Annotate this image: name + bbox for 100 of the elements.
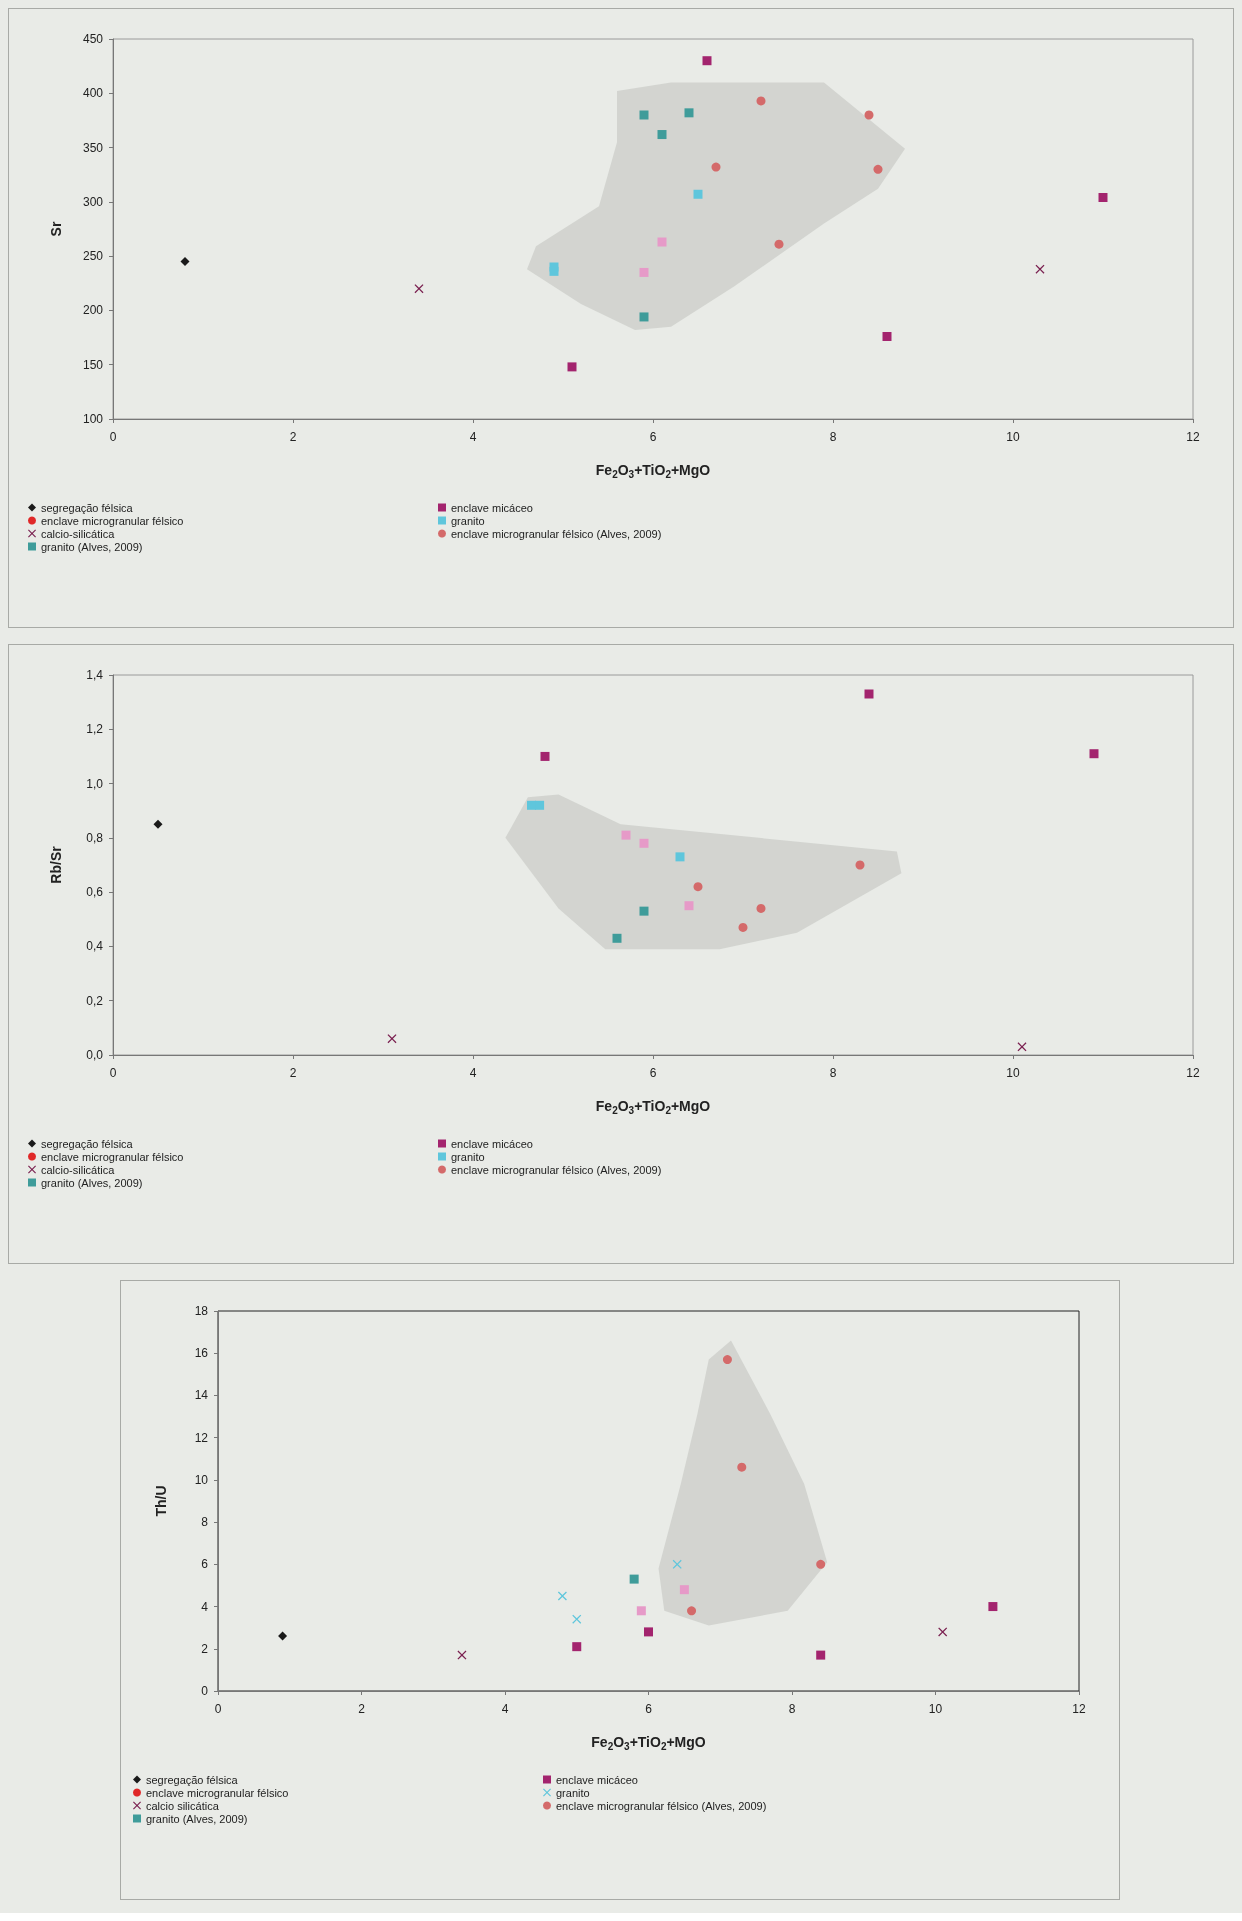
point	[1017, 1042, 1027, 1052]
x-tick-label: 2	[358, 1702, 366, 1716]
point	[693, 189, 703, 199]
point	[873, 164, 883, 174]
point	[549, 266, 559, 276]
point	[657, 237, 667, 247]
x-tick-label: 4	[469, 430, 477, 444]
point	[1035, 264, 1045, 274]
y-tick-label: 1,4	[86, 668, 104, 682]
y-tick-label: 1,2	[86, 722, 104, 737]
y-tick-label: 200	[82, 303, 104, 318]
point	[855, 860, 865, 870]
point	[722, 1355, 732, 1365]
x-tick-label: 2	[289, 1066, 297, 1080]
y-tick-label: 10	[194, 1472, 209, 1487]
legend-label: enclave micáceo	[451, 501, 533, 514]
point	[816, 1650, 826, 1660]
point	[737, 1462, 747, 1472]
x-tick-label: 8	[829, 1066, 837, 1080]
point	[540, 751, 550, 761]
point	[387, 1034, 397, 1044]
point	[988, 1602, 998, 1612]
y-tick-label: 400	[82, 86, 104, 101]
x-tick-label: 12	[1072, 1702, 1086, 1716]
x-tick-label: 8	[788, 1702, 796, 1716]
legend-label: enclave microgranular félsico (Alves, 2009)	[556, 1799, 767, 1812]
point	[644, 1627, 653, 1637]
x-tick-label: 6	[649, 430, 657, 444]
point	[816, 1559, 826, 1569]
y-tick-label: 1,0	[86, 776, 104, 791]
point	[639, 906, 649, 916]
point	[738, 922, 748, 932]
x-tick-label: 0	[109, 1066, 117, 1080]
x-tick-label: 4	[501, 1702, 509, 1716]
point	[675, 852, 685, 862]
point	[572, 1642, 582, 1652]
point	[636, 1606, 646, 1616]
y-tick-label: 300	[82, 194, 104, 209]
point	[684, 901, 694, 911]
legend-label: granito (Alves, 2009)	[41, 540, 143, 553]
y-tick-label: 450	[82, 32, 104, 46]
y-tick-label: 14	[194, 1388, 209, 1403]
y-tick-label: 6	[201, 1557, 209, 1572]
point	[864, 110, 874, 120]
y-tick-label: 350	[82, 140, 104, 155]
legend-label: enclave microgranular félsico (Alves, 2009)	[451, 527, 662, 540]
point	[864, 689, 874, 699]
point	[711, 162, 721, 172]
point	[1098, 193, 1108, 203]
x-tick-label: 8	[829, 430, 837, 444]
y-tick-label: 0,4	[86, 939, 104, 954]
y-tick-label: 0,0	[86, 1048, 104, 1062]
legend-label: granito (Alves, 2009)	[41, 1176, 143, 1189]
y-tick-label: 4	[201, 1599, 209, 1614]
x-tick-label: 6	[649, 1066, 657, 1080]
legend-label: enclave microgranular félsico	[146, 1786, 289, 1799]
y-tick-label: 2	[201, 1641, 209, 1656]
y-tick-label: 16	[194, 1346, 209, 1361]
point	[621, 830, 631, 840]
point	[153, 819, 163, 829]
legend-label: segregação félsica	[146, 1773, 239, 1786]
y-tick-label: 0,6	[86, 885, 104, 900]
point	[702, 56, 712, 66]
y-axis-title: Sr	[48, 221, 64, 237]
y-tick-label: 100	[82, 412, 104, 426]
legend-label: enclave microgranular félsico	[41, 514, 184, 527]
x-tick-label: 10	[1006, 430, 1020, 444]
legend-label: enclave microgranular félsico	[41, 1150, 184, 1163]
point	[180, 257, 190, 267]
point	[756, 903, 766, 913]
point	[612, 933, 622, 943]
x-tick-label: 0	[214, 1702, 222, 1716]
point	[639, 110, 649, 120]
y-tick-label: 0,2	[86, 993, 104, 1008]
point	[756, 96, 766, 106]
y-axis-title: Rb/Sr	[48, 845, 64, 884]
point	[567, 362, 577, 372]
point	[774, 239, 784, 249]
legend-label: granito	[556, 1786, 590, 1799]
y-tick-label: 18	[194, 1304, 209, 1318]
y-tick-label: 8	[201, 1515, 209, 1530]
y-tick-label: 150	[82, 357, 104, 372]
point	[679, 1585, 689, 1595]
legend-label: enclave micáceo	[556, 1773, 638, 1786]
legend-label: calcio silicática	[146, 1799, 220, 1812]
point	[639, 838, 649, 848]
point	[1089, 749, 1099, 759]
point	[629, 1574, 639, 1584]
legend-label: segregação félsica	[41, 501, 134, 514]
y-tick-label: 12	[194, 1430, 209, 1445]
y-tick-label: 0	[201, 1684, 209, 1698]
legend-label: calcio-silicática	[41, 527, 116, 540]
point	[693, 882, 703, 892]
point	[414, 284, 424, 294]
point	[672, 1559, 682, 1569]
point	[657, 130, 667, 140]
point	[882, 331, 892, 341]
x-tick-label: 10	[1006, 1066, 1020, 1080]
y-tick-label: 250	[82, 249, 104, 264]
point	[687, 1606, 697, 1616]
